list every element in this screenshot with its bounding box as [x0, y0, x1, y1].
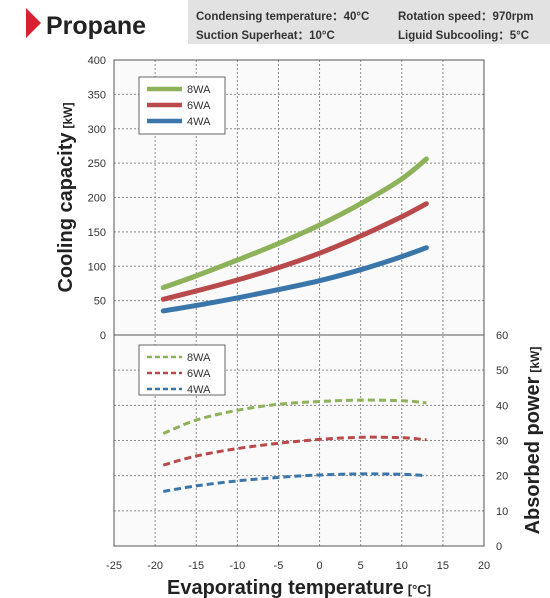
bottom-panel-frame	[113, 334, 485, 547]
legend-label: 8WA	[187, 352, 211, 364]
x-tick-label: -15	[188, 560, 204, 572]
conditions-box	[188, 0, 550, 44]
legend-label: 8WA	[187, 84, 211, 96]
x-tick-label: -25	[106, 560, 122, 572]
condition-label: Condensing temperature：40°C	[196, 11, 369, 23]
y-tick-label-left: 100	[88, 261, 106, 273]
y-tick-label-right: 60	[496, 330, 508, 342]
x-tick-label: -5	[274, 560, 284, 572]
y-tick-label-right: 20	[496, 471, 508, 483]
y-tick-label-left: 250	[88, 158, 106, 170]
series-line-6wa-power	[162, 435, 427, 467]
y-tick-label-right: 10	[496, 506, 508, 518]
y-tick-label-right: 40	[496, 400, 508, 412]
y-tick-label-left: 400	[88, 55, 106, 67]
y-tick-label-left: 0	[100, 330, 106, 342]
y-tick-label-left: 300	[88, 124, 106, 136]
y-axis-title-right-text: Absorbed power	[522, 376, 544, 534]
x-tick-label: 10	[396, 560, 408, 572]
y-axis-title-right: Absorbed power [kW]	[522, 347, 544, 535]
legend-box	[138, 344, 226, 396]
series-line-4wa-capacity	[160, 245, 429, 314]
x-axis-title-text: Evaporating temperature	[167, 577, 404, 598]
x-tick-label: 20	[478, 560, 490, 572]
legend-label: 6WA	[187, 368, 211, 380]
legend-label: 4WA	[187, 384, 211, 396]
legend-label: 6WA	[187, 100, 211, 112]
y-axis-title-left-text: Cooling capacity	[55, 132, 77, 293]
series-line-4wa-power	[163, 472, 427, 493]
y-tick-label-right: 30	[496, 436, 508, 448]
condition-label: Suction Superheat：10°C	[196, 30, 335, 42]
y-tick-label-left: 150	[88, 227, 106, 239]
y-tick-label-right: 0	[496, 541, 502, 553]
x-axis-title: Evaporating temperature [°C]	[167, 577, 431, 598]
page-title: Propane	[46, 12, 146, 40]
y-axis-title-right-unit: [kW]	[528, 347, 542, 373]
y-axis-title-left-unit: [kW]	[61, 102, 75, 128]
condition-label: Liguid Subcooling：5°C	[398, 30, 529, 42]
y-tick-label-left: 50	[94, 296, 106, 308]
x-tick-label: 15	[437, 560, 449, 572]
title-arrow-icon	[26, 8, 41, 38]
plot-area	[114, 60, 484, 546]
y-tick-label-right: 50	[496, 365, 508, 377]
y-axis-title-left: Cooling capacity [kW]	[55, 102, 77, 292]
series-line-8wa-power	[162, 398, 427, 435]
condition-label: Rotation speed：970rpm	[398, 11, 533, 23]
x-tick-label: 0	[316, 560, 322, 572]
series-line-8wa-capacity	[160, 156, 429, 291]
y-tick-label-left: 200	[88, 193, 106, 205]
x-tick-label: 5	[358, 560, 364, 572]
legend-label: 4WA	[187, 116, 211, 128]
y-tick-label-left: 350	[88, 89, 106, 101]
x-tick-label: -10	[229, 560, 245, 572]
series-line-6wa-capacity	[160, 201, 429, 302]
x-axis-title-unit: [°C]	[408, 582, 431, 597]
x-tick-label: -20	[147, 560, 163, 572]
